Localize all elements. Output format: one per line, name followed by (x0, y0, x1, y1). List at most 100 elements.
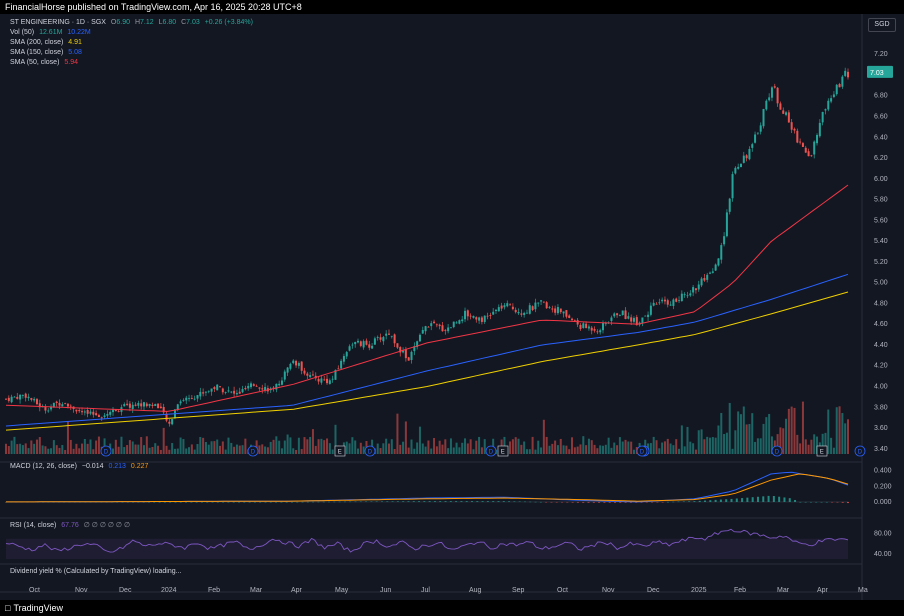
volume-bar (159, 449, 162, 454)
candle-body (421, 330, 424, 334)
volume-bar (610, 447, 613, 454)
event-marker-label: D (251, 450, 256, 456)
candle-body (373, 338, 376, 345)
sma50-legend[interactable]: SMA (50, close) 5.94 (10, 58, 81, 67)
currency-button[interactable]: SGD (868, 18, 896, 32)
macd-histogram-bar (561, 501, 564, 503)
volume-bar (182, 439, 185, 454)
candle-body (21, 395, 24, 396)
candle-body (78, 410, 81, 412)
macd-histogram-bar (116, 501, 119, 503)
candle-body (647, 314, 650, 318)
candle-body (196, 395, 199, 399)
rsi-legend[interactable]: RSI (14, close) 67.76 ∅ ∅ ∅ ∅ ∅ ∅ (10, 521, 133, 530)
volume-bar (447, 448, 450, 454)
volume-bar (799, 443, 802, 454)
macd-legend[interactable]: MACD (12, 26, close) −0.014 0.213 0.227 (10, 462, 151, 471)
sma200-legend[interactable]: SMA (200, close) 4.91 (10, 38, 85, 47)
candle-body (449, 327, 452, 329)
candle-body (717, 258, 720, 266)
candle-body (739, 163, 742, 168)
volume-bar (128, 440, 131, 454)
symbol-title[interactable]: ST ENGINEERING · 1D · SGX (10, 19, 106, 26)
candle-body (413, 346, 416, 352)
volume-bar (613, 442, 616, 454)
candle-body (145, 403, 148, 407)
candle-body (573, 320, 576, 322)
volume-bar (509, 441, 512, 454)
rsi-value: 67.76 (61, 522, 79, 529)
candle-body (342, 356, 345, 362)
volume-bar (725, 432, 728, 454)
candle-body (106, 414, 109, 416)
candle-body (351, 344, 354, 346)
candle-body (368, 344, 371, 348)
sma150-label: SMA (150, close) (10, 49, 64, 56)
volume-bar (97, 436, 100, 454)
volume-bar (35, 439, 38, 454)
macd-signal-line (6, 473, 849, 503)
candle-body (511, 306, 514, 310)
macd-histogram-bar (354, 501, 357, 503)
volume-bar (692, 443, 695, 454)
candle-body (278, 383, 281, 386)
volume-bar (75, 443, 78, 454)
volume-bar (13, 436, 16, 454)
macd-histogram-bar (290, 501, 293, 503)
volume-bar (278, 440, 281, 454)
chart-canvas[interactable]: 7.20 6.80 6.60 6.40 6.20 6.00 5.80 5.60 5.40 5.20… (0, 14, 904, 600)
volume-bar (64, 449, 67, 454)
macd-histogram-bar (666, 501, 669, 503)
candle-body (506, 303, 509, 307)
candle-body (340, 360, 343, 369)
macd-histogram-bar (799, 501, 802, 503)
candle-body (709, 272, 712, 274)
candle-body (602, 322, 605, 331)
ohlc-l-label: L (158, 19, 163, 26)
candle-body (480, 317, 483, 322)
candle-body (238, 391, 241, 394)
volume-bar (131, 441, 134, 454)
price-axis-label: 5.00 (874, 280, 888, 287)
macd-histogram-bar (163, 501, 166, 503)
volume-bar (680, 425, 683, 454)
volume-bar (92, 449, 95, 454)
volume-bar (838, 406, 841, 454)
volume-legend[interactable]: Vol (50) 12.61M 10.22M (10, 28, 94, 37)
dividend-marker (854, 445, 866, 457)
candle-body (10, 396, 13, 403)
macd-histogram-bar (809, 501, 812, 503)
macd-histogram-bar (661, 501, 664, 503)
candle-body (596, 331, 599, 333)
macd-histogram-bar (566, 501, 569, 503)
candle-body (323, 379, 326, 381)
volume-bar (351, 437, 354, 454)
candle-body (694, 288, 697, 291)
volume-bar (844, 423, 847, 454)
volume-bar (585, 445, 588, 454)
volume-bar (345, 441, 348, 454)
volume-bar (357, 448, 360, 454)
sma150-legend[interactable]: SMA (150, close) 5.08 (10, 48, 85, 57)
volume-bar (686, 426, 689, 454)
candle-body (776, 87, 779, 104)
macd-histogram-bar (651, 501, 654, 503)
candle-body (548, 307, 551, 308)
candle-body (689, 293, 692, 296)
macd-histogram-bar (185, 501, 188, 503)
chart-frame[interactable]: 7.20 6.80 6.60 6.40 6.20 6.00 5.80 5.60 5.40 5.20… (0, 14, 904, 600)
candle-body (207, 390, 210, 392)
macd-histogram-bar (253, 501, 256, 503)
tradingview-logo-icon: □ (5, 603, 11, 613)
volume-bar (227, 437, 230, 454)
earnings-marker (816, 445, 828, 457)
volume-bar (466, 443, 469, 454)
dividend-legend[interactable]: Dividend yield % (Calculated by TradingV… (10, 567, 184, 576)
macd-histogram-bar (396, 501, 399, 502)
candle-body (126, 403, 129, 405)
candle-body (824, 109, 827, 111)
candle-body (112, 409, 115, 413)
dividend-marker (771, 445, 783, 457)
sma200-line (5, 291, 849, 431)
volume-bar (10, 440, 13, 454)
